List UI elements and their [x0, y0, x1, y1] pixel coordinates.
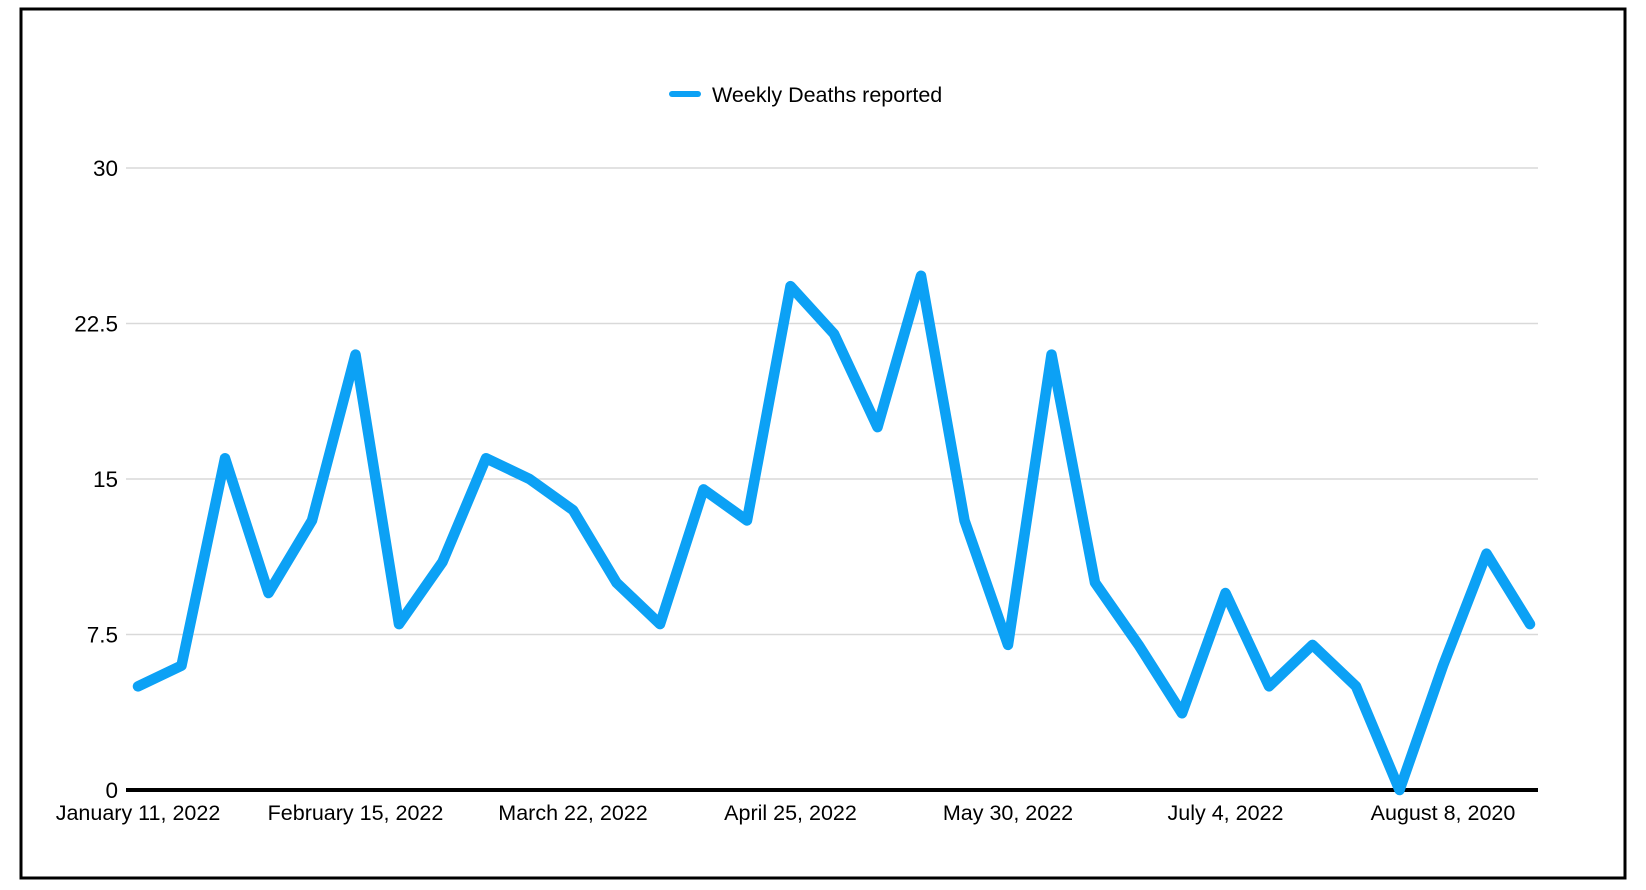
chart-frame	[19, 7, 1627, 880]
y-axis-tick-label: 15	[93, 467, 118, 492]
x-axis-tick-label: April 25, 2022	[724, 801, 857, 825]
x-axis-tick-label: March 22, 2022	[498, 801, 647, 825]
legend-label: Weekly Deaths reported	[712, 83, 942, 107]
x-axis-tick-label: May 30, 2022	[943, 801, 1073, 825]
y-axis-tick-label: 22.5	[74, 312, 118, 337]
y-axis-tick-label: 0	[105, 778, 118, 803]
series-line-weekly-deaths	[132, 270, 1536, 796]
x-axis-tick-label: August 8, 2020	[1371, 801, 1516, 825]
y-axis-tick-label: 30	[93, 156, 118, 181]
x-axis-tick-label: February 15, 2022	[268, 801, 444, 825]
y-axis-tick-label: 7.5	[87, 623, 118, 648]
x-axis-tick-label: July 4, 2022	[1168, 801, 1284, 825]
x-axis-tick-label: January 11, 2022	[56, 801, 221, 825]
